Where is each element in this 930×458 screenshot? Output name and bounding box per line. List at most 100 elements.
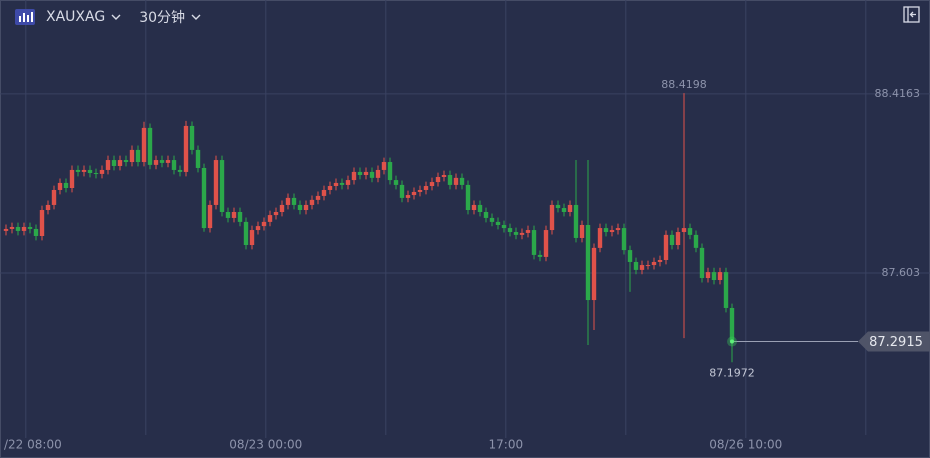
symbol[interactable]: XAUXAG [46, 9, 106, 25]
candle-body [579, 224, 585, 238]
y-tick-label: 88.4163 [875, 87, 921, 100]
candle-body [507, 228, 513, 233]
candle-body [447, 175, 453, 185]
candle-body [555, 204, 561, 209]
candle-body [393, 180, 399, 185]
candle-body [519, 232, 525, 235]
candle-body [477, 204, 483, 212]
candle-body [57, 182, 63, 190]
candle-body [369, 171, 375, 178]
interval[interactable]: 30分钟 [139, 10, 186, 26]
candle-body [189, 125, 195, 150]
candle-body [147, 127, 153, 165]
candle-body [159, 160, 165, 163]
candle-body [225, 211, 231, 218]
candle-body [261, 221, 267, 227]
candle-body [237, 211, 243, 222]
x-tick-label: 08/23 00:00 [229, 438, 302, 452]
candle-body [165, 160, 171, 163]
candle-body [543, 230, 549, 257]
candle-body [285, 197, 291, 205]
last-price-label: 87.2915 [869, 335, 923, 350]
candle-body [93, 173, 99, 175]
candle-body [273, 211, 279, 216]
candle-body [537, 254, 543, 257]
candle-body [669, 234, 675, 246]
candle-body [321, 189, 327, 196]
annotations: 88.4198 87.1972 87.2915 [661, 78, 930, 379]
candle-body [87, 169, 93, 174]
candle-body [531, 230, 537, 255]
candle-body [525, 230, 531, 233]
candle-body [495, 221, 501, 225]
high-label: 88.4198 [661, 78, 707, 91]
candle-body [303, 204, 309, 211]
candle-body [405, 195, 411, 198]
candle-body [309, 199, 315, 205]
candle-body [135, 149, 141, 163]
candle-body [243, 221, 249, 246]
candle-body [501, 224, 507, 229]
candle-body [351, 171, 357, 181]
candle-body [381, 162, 387, 170]
candle-body [375, 169, 381, 178]
toolbar: XAUXAG 30分钟 [0, 0, 201, 34]
candle-body [417, 189, 423, 192]
candle-body [489, 217, 495, 222]
candle-body [33, 228, 39, 236]
candle-body [459, 177, 465, 185]
candle-body [549, 204, 555, 231]
candle-body [177, 169, 183, 172]
candle-body [627, 250, 633, 262]
candle-body [573, 204, 579, 238]
sidebar-toggle[interactable] [903, 6, 921, 24]
candle-body [267, 215, 273, 222]
candle-body [429, 182, 435, 187]
candle-body [399, 184, 405, 198]
candle-body [75, 169, 81, 172]
candle-body [111, 160, 117, 166]
candle-body [63, 182, 69, 189]
last-price-dot [730, 339, 734, 344]
candle-body [363, 171, 369, 176]
candle-body [129, 149, 135, 163]
candle-body [297, 204, 303, 211]
candle-body [27, 226, 33, 229]
candle-body [597, 228, 603, 248]
candle-body [729, 307, 735, 342]
candle-body [633, 261, 639, 270]
candle-body [699, 247, 705, 279]
candle-body [657, 259, 663, 262]
candle-body [153, 160, 159, 165]
candle-body [693, 234, 699, 248]
candle-body [411, 191, 417, 196]
candle-body [639, 265, 645, 270]
chevron[interactable] [111, 13, 121, 21]
x-tick-label: 08/26 10:00 [709, 438, 782, 452]
candle-body [117, 160, 123, 166]
candle-body [105, 160, 111, 170]
candle-body [195, 149, 201, 168]
candle-body [219, 160, 225, 212]
candle-body [15, 226, 21, 231]
candle-body [315, 195, 321, 200]
candle-body [21, 226, 27, 231]
candle-body [435, 176, 441, 183]
candle-body [39, 210, 45, 236]
candle-body [201, 167, 207, 229]
chart-icon[interactable] [14, 8, 36, 26]
candle-body [471, 204, 477, 211]
candle-body [675, 232, 681, 246]
candle-body [711, 272, 717, 281]
chevron[interactable] [191, 13, 201, 21]
candle-body [387, 162, 393, 181]
candle-body [615, 228, 621, 231]
candle-body [249, 230, 255, 246]
candle-body [279, 204, 285, 212]
candle-body [603, 228, 609, 233]
candle-body [345, 180, 351, 185]
candle-body [81, 169, 87, 172]
candle-body [51, 189, 57, 205]
candle-body [687, 228, 693, 235]
